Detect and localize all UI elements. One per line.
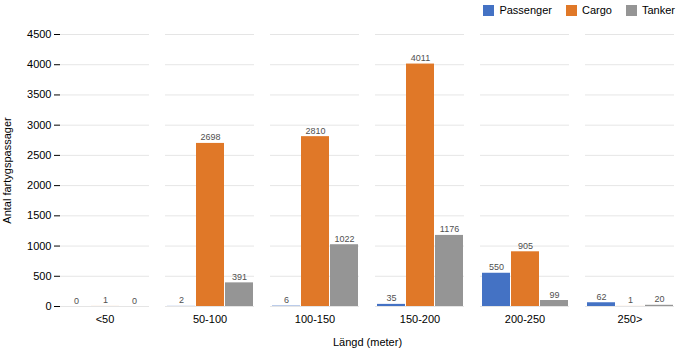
svg-text:<50: <50 <box>96 313 115 325</box>
svg-text:200-250: 200-250 <box>505 313 545 325</box>
svg-text:2500: 2500 <box>27 149 51 161</box>
svg-text:3500: 3500 <box>27 88 51 100</box>
html-text:Passenger: Passenger <box>499 4 552 16</box>
svg-text:391: 391 <box>232 272 247 282</box>
svg-text:1176: 1176 <box>440 224 459 234</box>
svg-text:2698: 2698 <box>200 132 220 142</box>
svg-text:1: 1 <box>103 295 108 305</box>
svg-text:99: 99 <box>549 290 559 300</box>
svg-text:100-150: 100-150 <box>295 313 335 325</box>
svg-text:0: 0 <box>45 300 51 312</box>
svg-text:905: 905 <box>518 241 533 251</box>
svg-text:4500: 4500 <box>27 28 51 40</box>
svg-text:1022: 1022 <box>334 234 354 244</box>
svg-text:50-100: 50-100 <box>193 313 227 325</box>
svg-text:Längd (meter): Längd (meter) <box>333 336 402 348</box>
svg-text:250>: 250> <box>618 313 643 325</box>
svg-text:Antal fartygspassager: Antal fartygspassager <box>1 117 13 224</box>
svg-text:62: 62 <box>596 292 606 302</box>
svg-text:150-200: 150-200 <box>400 313 440 325</box>
svg-text:2: 2 <box>179 295 184 305</box>
html-text:Cargo: Cargo <box>582 4 612 16</box>
svg-text:500: 500 <box>33 270 51 282</box>
svg-text:20: 20 <box>654 294 664 304</box>
svg-text:3000: 3000 <box>27 119 51 131</box>
svg-text:35: 35 <box>386 293 396 303</box>
svg-text:4000: 4000 <box>27 58 51 70</box>
html-text:Tanker: Tanker <box>642 4 675 16</box>
svg-text:1500: 1500 <box>27 209 51 221</box>
svg-text:2810: 2810 <box>305 126 325 136</box>
svg-text:1: 1 <box>628 295 633 305</box>
svg-text:4011: 4011 <box>411 53 430 63</box>
svg-text:2000: 2000 <box>27 179 51 191</box>
svg-text:0: 0 <box>132 296 137 306</box>
svg-text:1000: 1000 <box>27 240 51 252</box>
svg-text:550: 550 <box>489 262 504 272</box>
svg-text:6: 6 <box>284 295 289 305</box>
svg-text:0: 0 <box>74 296 79 306</box>
